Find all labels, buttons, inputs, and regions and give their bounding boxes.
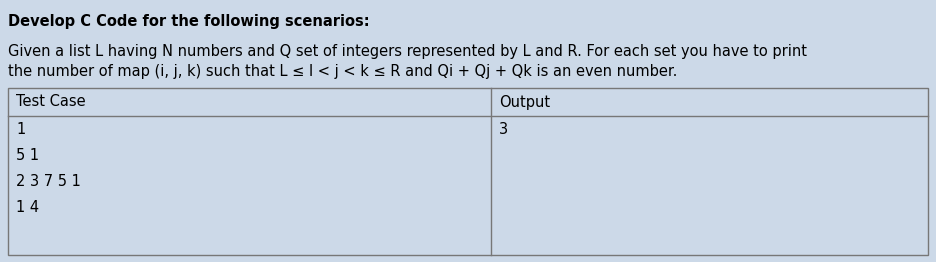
Text: the number of map (i, j, k) such that L ≤ l < j < k ≤ R and Qi + Qj + Qk is an e: the number of map (i, j, k) such that L … — [8, 64, 678, 79]
Text: 5 1: 5 1 — [16, 148, 39, 162]
Text: Output: Output — [499, 95, 550, 110]
Bar — [8, 88, 928, 255]
Text: 2 3 7 5 1: 2 3 7 5 1 — [16, 173, 80, 188]
Text: 3: 3 — [499, 122, 508, 137]
Text: 1 4: 1 4 — [16, 199, 39, 215]
Text: Develop C Code for the following scenarios:: Develop C Code for the following scenari… — [8, 14, 370, 29]
Text: Given a list L having N numbers and Q set of integers represented by L and R. Fo: Given a list L having N numbers and Q se… — [8, 44, 807, 59]
Text: Test Case: Test Case — [16, 95, 85, 110]
Text: 1: 1 — [16, 122, 25, 137]
